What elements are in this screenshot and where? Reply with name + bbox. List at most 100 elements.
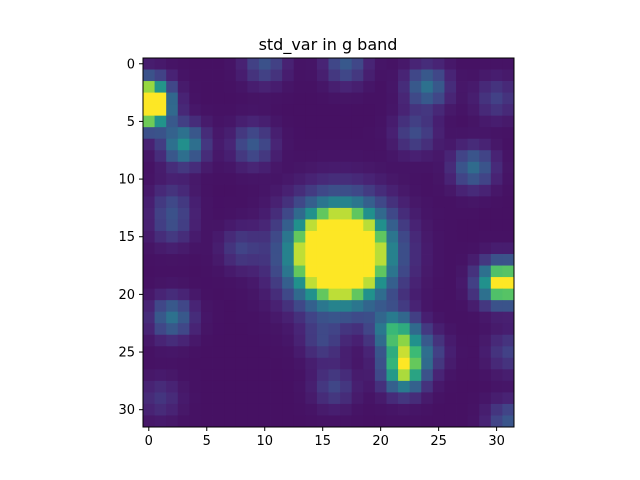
heatmap-cell xyxy=(177,184,190,197)
heatmap-cell xyxy=(432,288,445,301)
heatmap-cell xyxy=(166,334,179,347)
heatmap-cell xyxy=(189,334,202,347)
heatmap-cell xyxy=(340,254,353,266)
heatmap-cell xyxy=(456,69,469,82)
heatmap-cell xyxy=(270,150,283,163)
heatmap-cell xyxy=(212,403,225,416)
heatmap-cell xyxy=(374,104,387,117)
heatmap-cell xyxy=(432,334,445,347)
heatmap-cell xyxy=(374,150,387,163)
heatmap-cell xyxy=(340,207,353,220)
heatmap-cell xyxy=(177,104,190,117)
heatmap-cell xyxy=(143,392,155,405)
heatmap-cell xyxy=(189,92,202,105)
heatmap-cell xyxy=(189,115,202,128)
heatmap-cell xyxy=(432,277,445,290)
heatmap-cell xyxy=(386,138,399,151)
heatmap-cell xyxy=(293,311,306,324)
heatmap-cell xyxy=(444,138,457,151)
heatmap-cell xyxy=(479,138,492,151)
heatmap-cell xyxy=(432,173,445,186)
heatmap-cell xyxy=(316,415,329,428)
heatmap-cell xyxy=(270,173,283,186)
heatmap-cell xyxy=(282,150,295,163)
heatmap-cell xyxy=(328,184,341,197)
heatmap-cell xyxy=(166,161,179,174)
heatmap-cell xyxy=(235,207,248,220)
heatmap-cell xyxy=(282,346,295,359)
heatmap-cell xyxy=(479,207,492,220)
heatmap-cell xyxy=(328,81,341,93)
heatmap-cell xyxy=(502,150,515,163)
heatmap-cell xyxy=(374,300,387,313)
heatmap-cell xyxy=(502,357,515,370)
heatmap-cell xyxy=(467,369,480,382)
heatmap-cell xyxy=(374,69,387,82)
heatmap-cell xyxy=(282,58,295,70)
heatmap-cell xyxy=(490,369,503,382)
heatmap-cell xyxy=(444,265,457,278)
heatmap-cell xyxy=(154,346,167,359)
heatmap-cell xyxy=(282,92,295,105)
heatmap-cell xyxy=(479,300,492,313)
heatmap-cell xyxy=(154,138,167,151)
heatmap-cell xyxy=(374,311,387,324)
heatmap-cell xyxy=(316,334,329,347)
heatmap-cell xyxy=(432,69,445,82)
heatmap-cell xyxy=(490,242,503,255)
heatmap-cell xyxy=(143,184,155,197)
heatmap-cell xyxy=(340,115,353,128)
heatmap-cell xyxy=(340,161,353,174)
heatmap-cell xyxy=(247,173,260,186)
heatmap-cell xyxy=(409,392,422,405)
heatmap-cell xyxy=(479,58,492,70)
heatmap-cell xyxy=(398,58,411,70)
heatmap-cell xyxy=(189,277,202,290)
heatmap-cell xyxy=(328,115,341,128)
heatmap-cell xyxy=(316,58,329,70)
heatmap-cell xyxy=(293,127,306,140)
heatmap-cell xyxy=(421,161,434,174)
heatmap-cell xyxy=(293,138,306,151)
heatmap-cell xyxy=(432,311,445,324)
heatmap-cell xyxy=(328,403,341,416)
heatmap-cell xyxy=(189,150,202,163)
heatmap-cell xyxy=(374,254,387,266)
heatmap-cell xyxy=(247,138,260,151)
heatmap-cell xyxy=(456,323,469,336)
heatmap-cell xyxy=(328,323,341,336)
heatmap-cell xyxy=(224,277,237,290)
heatmap-cell xyxy=(316,69,329,82)
heatmap-cell xyxy=(154,58,167,70)
heatmap-cell xyxy=(143,127,155,140)
heatmap-cell xyxy=(247,127,260,140)
heatmap-cell xyxy=(467,277,480,290)
heatmap-cell xyxy=(432,254,445,266)
heatmap-cell xyxy=(374,115,387,128)
heatmap-cell xyxy=(154,173,167,186)
heatmap-cell xyxy=(490,300,503,313)
heatmap-cell xyxy=(467,207,480,220)
heatmap-cell xyxy=(166,173,179,186)
heatmap-cell xyxy=(235,346,248,359)
heatmap-cell xyxy=(258,403,271,416)
heatmap-cell xyxy=(212,196,225,209)
heatmap-cell xyxy=(200,138,213,151)
heatmap-cell xyxy=(270,184,283,197)
heatmap-cell xyxy=(479,334,492,347)
heatmap-cell xyxy=(258,357,271,370)
heatmap-cell xyxy=(432,346,445,359)
heatmap-cell xyxy=(154,104,167,117)
heatmap-cell xyxy=(490,173,503,186)
heatmap-cell xyxy=(351,277,364,290)
heatmap-cell xyxy=(409,219,422,232)
heatmap-cell xyxy=(166,196,179,209)
heatmap-cell xyxy=(421,334,434,347)
heatmap-cell xyxy=(189,265,202,278)
heatmap-cell xyxy=(143,323,155,336)
heatmap-cell xyxy=(154,288,167,301)
heatmap-cell xyxy=(282,184,295,197)
heatmap-cell xyxy=(398,196,411,209)
heatmap-cell xyxy=(328,380,341,393)
heatmap-cell xyxy=(154,184,167,197)
